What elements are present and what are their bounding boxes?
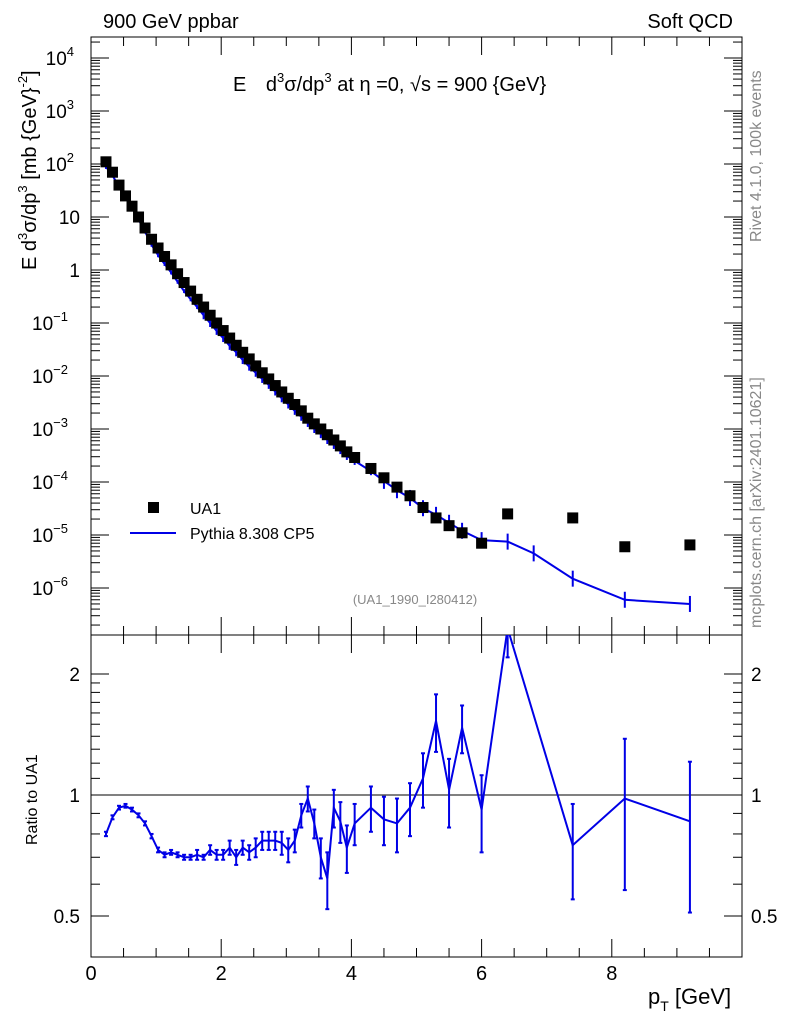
ua1-data-point <box>230 339 242 351</box>
ua1-data-point <box>191 293 203 305</box>
ua1-data-point <box>349 451 361 463</box>
ua1-data-point <box>302 412 314 424</box>
main-plot-area <box>100 156 696 612</box>
analysis-reference: (UA1_1990_I280412) <box>353 592 477 607</box>
ua1-data-point <box>289 398 301 410</box>
ua1-data-point <box>120 190 132 202</box>
main-y-tick-label: 104 <box>46 44 74 70</box>
ua1-data-point <box>185 285 197 297</box>
x-tick-label: 6 <box>476 963 487 985</box>
main-y-tick-label: 10−5 <box>32 521 68 547</box>
legend-label-pythia: Pythia 8.308 CP5 <box>190 526 315 543</box>
ua1-data-point <box>476 537 488 549</box>
x-tick-label: 0 <box>85 963 96 985</box>
main-plot-frame <box>90 36 743 636</box>
ratio-y-tick-label-left: 2 <box>69 665 80 686</box>
main-title: E d3σ/dp3 at η =0, √s = 900 {GeV} <box>233 70 546 96</box>
ua1-data-point <box>308 418 320 430</box>
ratio-y-tick-label-left: 0.5 <box>54 907 80 928</box>
ua1-data-point <box>404 490 416 502</box>
ua1-data-point <box>365 462 377 474</box>
ratio-axis-ticks: 0.5 0.5 1 1 2 2 0 2 4 6 8 <box>54 635 777 985</box>
x-tick-label: 8 <box>606 963 617 985</box>
ua1-data-point <box>100 156 112 168</box>
header-right-label: Soft QCD <box>647 11 733 33</box>
header-left-label: 900 GeV ppbar <box>103 11 239 33</box>
ua1-data-point <box>126 200 138 212</box>
main-y-tick-label: 10−1 <box>32 309 68 335</box>
ua1-data-point <box>295 405 307 417</box>
main-y-tick-label: 10−3 <box>32 415 68 441</box>
main-y-tick-label: 10−6 <box>32 574 68 600</box>
x-tick-label: 2 <box>216 963 227 985</box>
ua1-data-point <box>417 502 429 514</box>
legend-marker-ua1 <box>148 502 159 513</box>
ratio-y-tick-label-left: 1 <box>69 786 80 807</box>
ua1-data-point <box>146 233 158 245</box>
legend: UA1 Pythia 8.308 CP5 <box>130 501 315 543</box>
main-axis-ticks: 10−6 10−5 10−4 10−3 10−2 10−1 1 10 102 103 104 <box>32 37 743 635</box>
mcplots-label: mcplots.cern.ch [arXiv:2401.10621] <box>748 377 765 628</box>
ua1-data-point <box>321 429 333 441</box>
main-y-axis-label: E d3σ/dp3 [mb {GeV}-2] <box>15 70 41 270</box>
ratio-y-tick-label-right: 2 <box>751 665 762 686</box>
ua1-data-point <box>159 250 171 262</box>
ua1-data-point <box>250 360 262 372</box>
ua1-data-point <box>315 423 327 435</box>
ua1-data-point <box>172 268 184 280</box>
ratio-y-axis-label: Ratio to UA1 <box>24 754 41 845</box>
ua1-data-point <box>282 392 294 404</box>
ua1-data-point <box>391 481 403 493</box>
ua1-data-point <box>567 512 579 524</box>
main-y-tick-label: 10−4 <box>32 468 68 494</box>
ua1-data-point <box>106 166 118 178</box>
ua1-data-point <box>334 440 346 452</box>
main-y-tick-label: 1 <box>69 261 80 282</box>
ua1-data-point <box>243 353 255 365</box>
main-y-tick-label: 102 <box>46 150 74 176</box>
ua1-data-point <box>684 539 696 551</box>
main-y-tick-label: 10−2 <box>32 362 68 388</box>
ratio-y-tick-label-right: 0.5 <box>751 907 777 928</box>
ratio-plot-area <box>103 635 692 914</box>
main-y-tick-label: 10 <box>59 208 80 229</box>
ua1-data-point <box>152 242 164 254</box>
ratio-series-line <box>105 635 691 879</box>
ua1-data-point <box>276 386 288 398</box>
ua1-data-point <box>263 373 275 385</box>
ua1-data-point <box>237 346 249 358</box>
ua1-data-point <box>341 446 353 458</box>
ratio-plot-frame <box>90 634 743 958</box>
ua1-data-point <box>133 211 145 223</box>
ua1-data-point <box>502 508 514 520</box>
ua1-data-point <box>224 332 236 344</box>
ua1-data-point <box>198 301 210 313</box>
ua1-data-point <box>139 222 151 234</box>
ua1-data-point <box>269 380 281 392</box>
ua1-data-point <box>178 277 190 289</box>
ua1-data-point <box>619 541 631 553</box>
ua1-data-point <box>256 367 268 379</box>
ua1-data-point <box>211 317 223 329</box>
ratio-series-group <box>103 635 692 914</box>
ua1-data-point <box>456 527 468 539</box>
x-axis-label: pT [GeV] <box>648 984 731 1014</box>
ua1-data-point <box>430 512 442 524</box>
ua1-data-point <box>378 472 390 484</box>
ua1-data-point <box>165 259 177 271</box>
ua1-data-point <box>204 309 216 321</box>
ua1-data-point <box>328 434 340 446</box>
ua1-data-point <box>443 520 455 532</box>
ua1-data-point <box>217 325 229 337</box>
x-tick-label: 4 <box>346 963 357 985</box>
rivet-label: Rivet 4.1.0, 100k events <box>748 70 765 242</box>
ratio-y-tick-label-right: 1 <box>751 786 762 807</box>
legend-label-ua1: UA1 <box>190 501 221 518</box>
main-y-tick-label: 103 <box>46 97 74 123</box>
ua1-data-point <box>113 179 125 191</box>
